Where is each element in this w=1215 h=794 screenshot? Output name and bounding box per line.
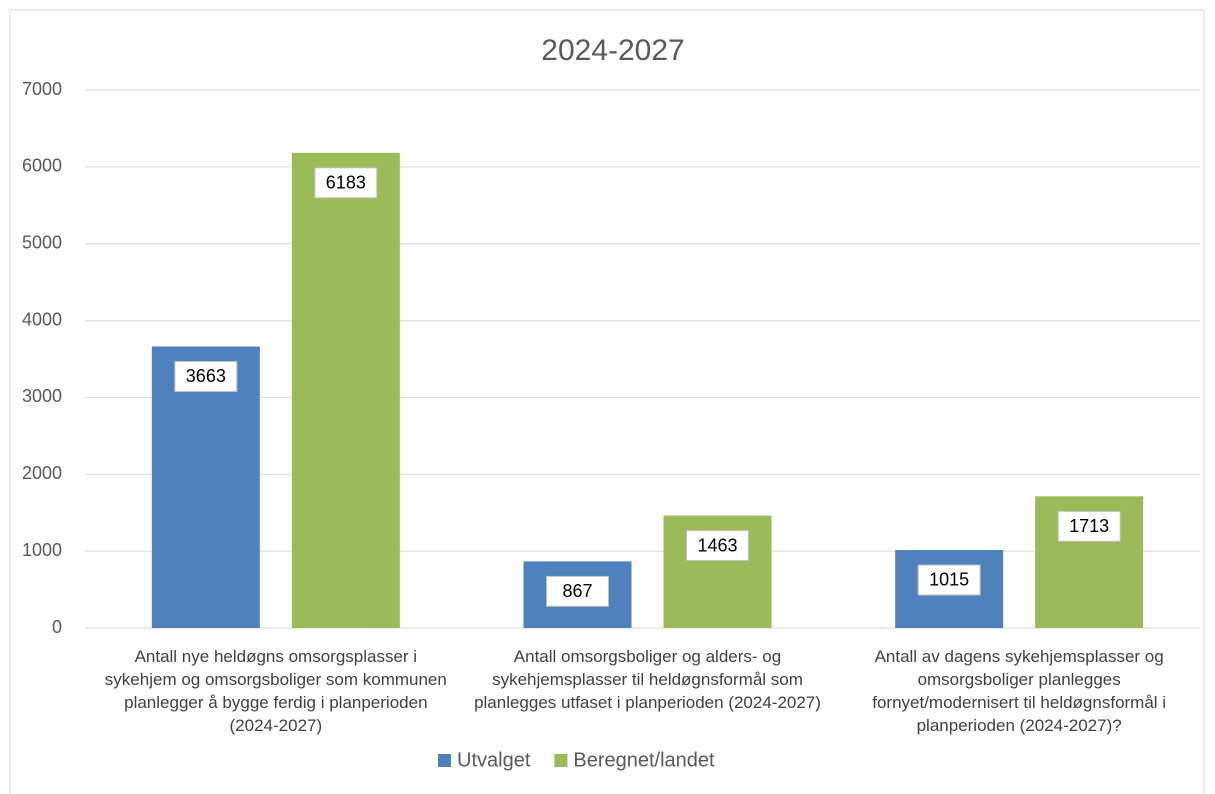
y-tick-label: 0	[52, 617, 62, 637]
data-label-box	[917, 564, 981, 596]
legend-swatch	[438, 754, 451, 767]
bar	[151, 346, 260, 628]
data-label: 6183	[326, 173, 366, 193]
x-tick-label: Antall omsorgsboliger og alders- og syke…	[474, 647, 821, 712]
data-label: 3663	[186, 366, 226, 386]
data-label: 1713	[1069, 516, 1109, 536]
data-label-box	[314, 167, 378, 199]
y-tick-label: 3000	[22, 386, 62, 406]
data-label-box	[686, 530, 749, 562]
data-label: 1015	[929, 570, 969, 590]
legend-swatch	[554, 754, 568, 767]
chart-title: 2024-2027	[541, 34, 684, 67]
legend-label: Beregnet/landet	[573, 749, 715, 771]
y-tick-label: 7000	[22, 79, 62, 99]
y-tick-label: 6000	[22, 156, 62, 176]
chart-border	[9, 9, 1205, 794]
bar	[291, 152, 400, 628]
y-tick-label: 4000	[22, 309, 62, 329]
data-label-box	[1057, 510, 1121, 542]
y-tick-label: 5000	[22, 232, 62, 252]
y-tick-label: 2000	[22, 463, 62, 483]
data-label: 867	[562, 581, 592, 601]
legend-label: Utvalget	[457, 749, 531, 771]
data-label: 1463	[697, 535, 737, 555]
x-tick-label: Antall nye heldøgns omsorgsplasser i syk…	[104, 647, 457, 735]
data-label-box	[174, 360, 238, 392]
data-label-box	[546, 575, 609, 607]
x-tick-label: Antall av dagens sykehjemsplasser og oms…	[872, 647, 1171, 735]
y-tick-label: 1000	[22, 540, 62, 560]
